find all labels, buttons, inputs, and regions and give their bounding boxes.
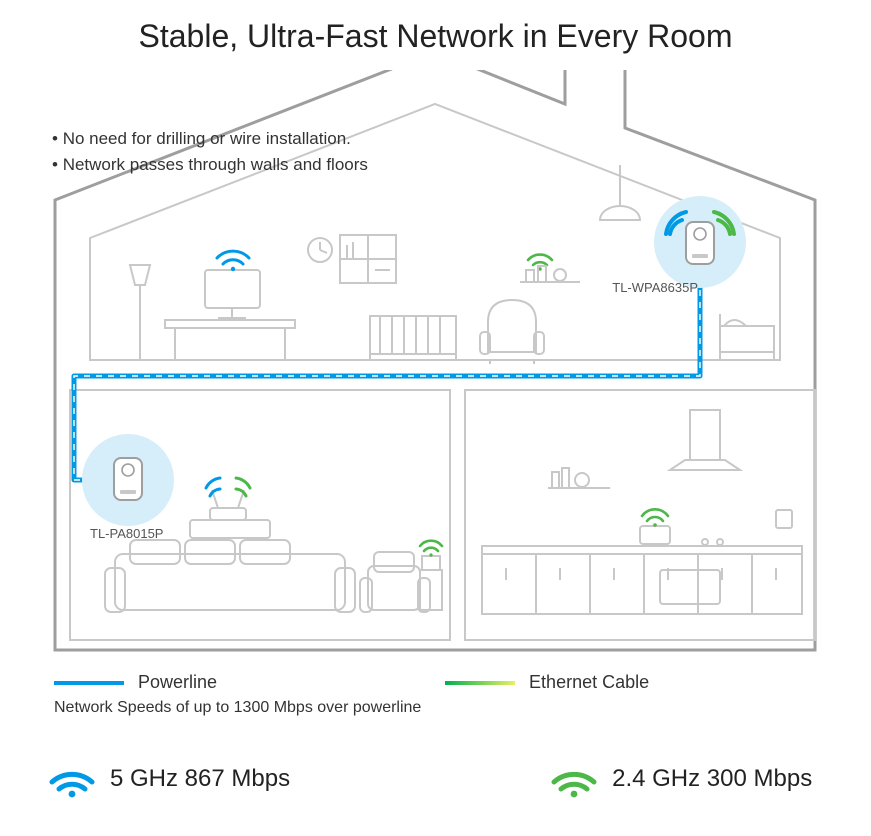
legend-note: Network Speeds of up to 1300 Mbps over p… [54,699,831,717]
device-upper-label: TL-WPA8635P [612,280,698,295]
band-5ghz: 5 GHz 867 Mbps [48,760,290,798]
ethernet-swatch [445,681,515,685]
bullet-2: Network passes through walls and floors [52,152,368,178]
wifi-5ghz-icon [48,760,96,798]
powerline-label: Powerline [138,672,217,693]
band-5ghz-label: 5 GHz 867 Mbps [110,765,290,793]
band-24ghz-label: 2.4 GHz 300 Mbps [612,765,812,793]
bullet-1: No need for drilling or wire installatio… [52,126,368,152]
band-24ghz: 2.4 GHz 300 Mbps [550,760,812,798]
page-title: Stable, Ultra-Fast Network in Every Room [0,0,871,63]
powerline-swatch [54,681,124,685]
device-lower-label: TL-PA8015P [90,526,163,541]
legend: Powerline Ethernet Cable Network Speeds … [54,672,831,717]
feature-bullets: No need for drilling or wire installatio… [52,126,368,177]
ethernet-label: Ethernet Cable [529,672,649,693]
adapter-upper-led-icon [692,254,708,258]
wifi-24ghz-icon [550,760,598,798]
bands-row: 5 GHz 867 Mbps 2.4 GHz 300 Mbps [48,760,831,798]
adapter-lower-led-icon [120,490,136,494]
